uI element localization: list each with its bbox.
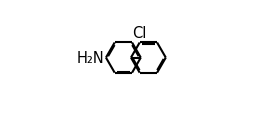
Text: H₂N: H₂N	[77, 51, 105, 66]
Text: Cl: Cl	[132, 26, 147, 41]
